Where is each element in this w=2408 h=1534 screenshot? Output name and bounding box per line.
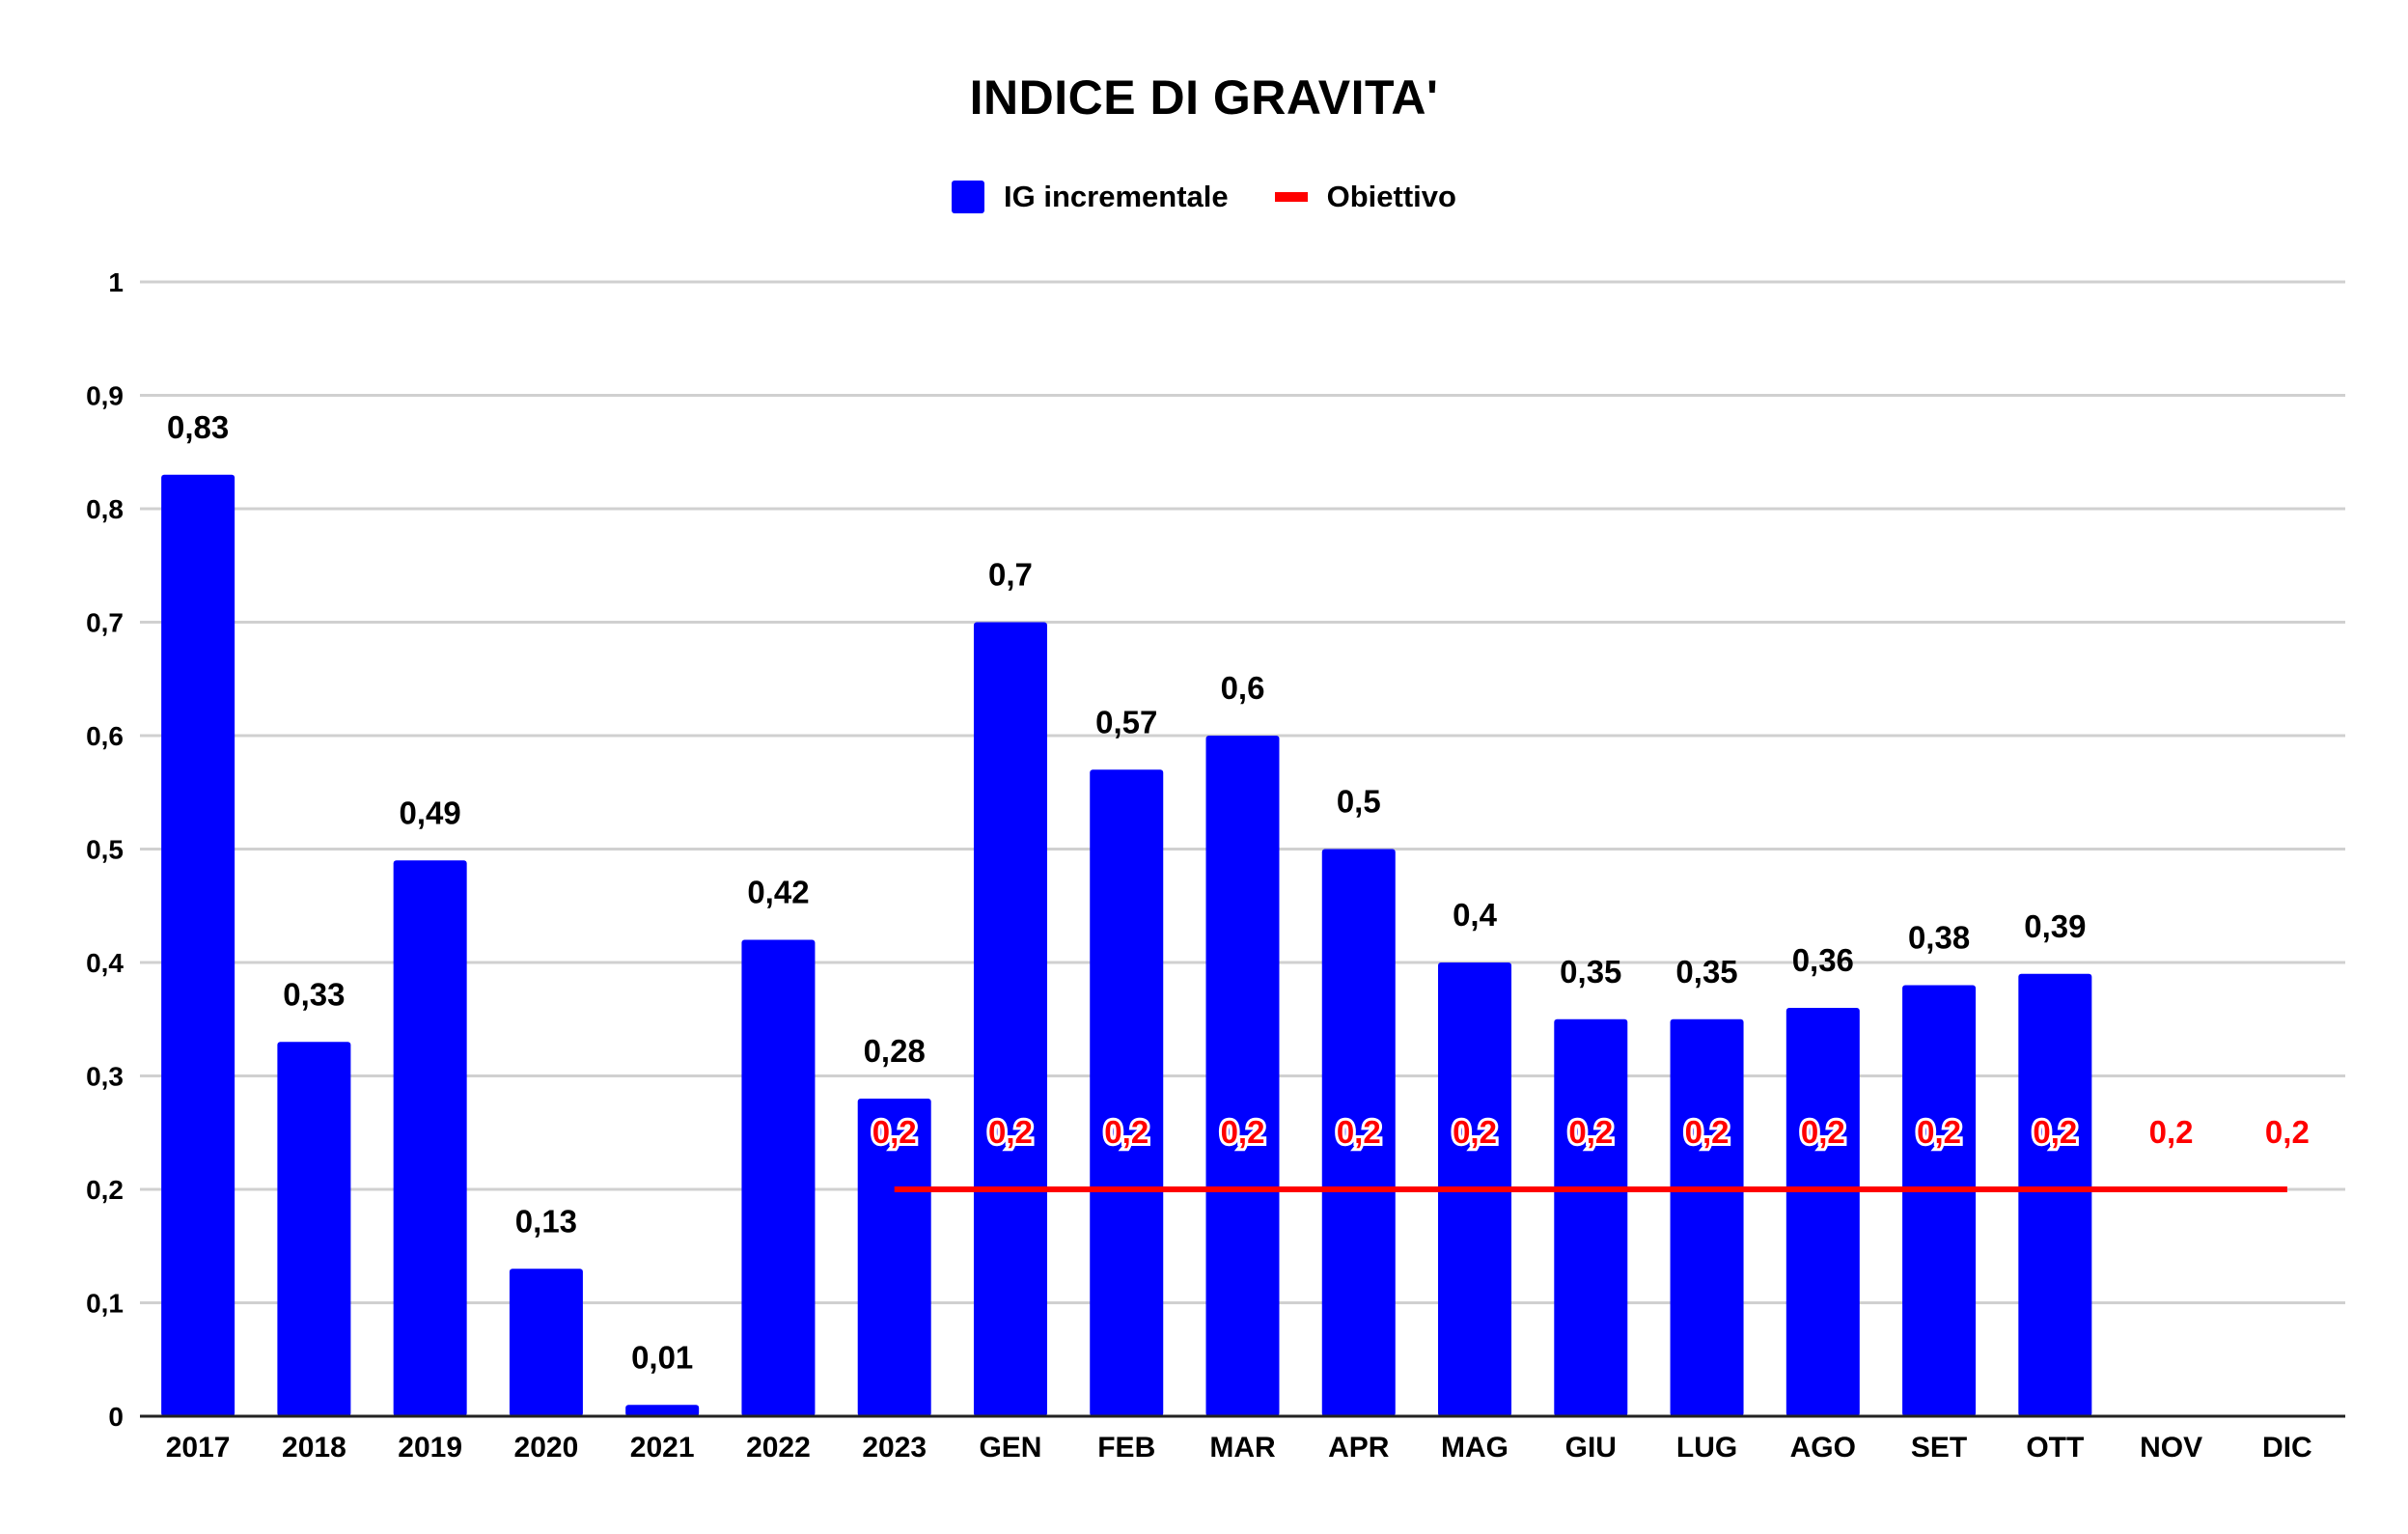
target-value-label: 0,2 [872, 1114, 917, 1150]
target-value-label: 0,2 [2033, 1114, 2077, 1150]
x-tick-label: GIU [1565, 1432, 1617, 1464]
legend-label-bars: IG incrementale [1004, 180, 1229, 213]
bar[interactable] [1321, 849, 1396, 1417]
target-value-label: 0,2 [1568, 1114, 1613, 1150]
y-tick-label: 0,6 [86, 721, 124, 751]
target-value-label: 0,2 [1801, 1114, 1845, 1150]
bar-value-label: 0,39 [2024, 908, 2086, 944]
y-tick-label: 0,9 [86, 381, 124, 411]
y-tick-label: 0,1 [86, 1289, 124, 1319]
x-tick-label: MAR [1209, 1432, 1276, 1464]
bar[interactable] [1902, 985, 1977, 1417]
legend-label-target: Obiettivo [1326, 180, 1456, 213]
target-value-label: 0,2 [1685, 1114, 1730, 1150]
bar[interactable] [1205, 736, 1280, 1416]
bar[interactable] [973, 622, 1047, 1417]
bar-value-label: 0,42 [747, 875, 809, 910]
target-value-label: 0,2 [1104, 1114, 1149, 1150]
chart-title: INDICE DI GRAVITA' [969, 70, 1439, 125]
bar[interactable] [161, 474, 235, 1416]
bar-value-label: 0,36 [1792, 942, 1854, 978]
y-tick-label: 0,5 [86, 835, 124, 865]
bar-value-label: 0,35 [1675, 954, 1737, 990]
bar-value-label: 0,49 [400, 795, 461, 830]
target-value-label: 0,2 [1337, 1114, 1381, 1150]
y-tick-label: 0,7 [86, 608, 124, 638]
x-tick-label: FEB [1097, 1432, 1155, 1464]
target-value-label: 0,2 [1917, 1114, 1961, 1150]
x-tick-label: 2023 [862, 1432, 927, 1464]
target-value-label: 0,2 [1453, 1114, 1497, 1150]
bar[interactable] [1554, 1018, 1628, 1416]
bar-value-label: 0,33 [283, 976, 345, 1012]
bar-value-label: 0,57 [1095, 704, 1157, 739]
x-tick-label: 2019 [398, 1432, 462, 1464]
bar-value-label: 0,38 [1908, 920, 1970, 956]
legend-line-swatch [1274, 192, 1308, 202]
bar-value-label: 0,35 [1560, 954, 1621, 990]
bar-value-label: 0,28 [864, 1033, 926, 1069]
bar-value-label: 0,13 [515, 1203, 577, 1239]
bar[interactable] [857, 1099, 931, 1416]
bar[interactable] [2018, 973, 2092, 1416]
y-tick-label: 1 [108, 267, 124, 297]
y-tick-label: 0 [108, 1402, 124, 1432]
x-tick-label: 2017 [166, 1432, 231, 1464]
data-labels: 0,83 0,33 0,49 0,13 0,01 0,42 0,28 0,7 0,57 0,6 0,… [167, 409, 2312, 1376]
x-tick-label: APR [1328, 1432, 1390, 1464]
bar-value-label: 0,83 [167, 409, 229, 445]
x-tick-label: LUG [1676, 1432, 1737, 1464]
bar-value-label: 0,4 [1453, 897, 1498, 933]
bar[interactable] [1670, 1018, 1744, 1416]
x-tick-label: 2018 [282, 1432, 346, 1464]
target-value-label: 0,2 [2149, 1114, 2194, 1150]
bar[interactable] [1785, 1008, 1860, 1416]
bar-value-label: 0,7 [988, 557, 1033, 593]
x-tick-label: OTT [2026, 1432, 2084, 1464]
x-tick-label: GEN [979, 1432, 1041, 1464]
bar[interactable] [1090, 769, 1164, 1416]
target-value-label: 0,2 [1221, 1114, 1265, 1150]
x-tick-label: 2020 [514, 1432, 579, 1464]
x-tick-label: DIC [2262, 1432, 2312, 1464]
x-tick-label: MAG [1441, 1432, 1508, 1464]
target-value-label: 0,2 [2265, 1114, 2310, 1150]
y-tick-label: 0,4 [86, 948, 124, 978]
bar[interactable] [277, 1042, 351, 1416]
y-tick-label: 0,2 [86, 1175, 124, 1205]
bar-value-label: 0,6 [1221, 670, 1265, 706]
x-tick-label: AGO [1790, 1432, 1856, 1464]
x-tick-label: NOV [2140, 1432, 2202, 1464]
bar-value-label: 0,01 [631, 1339, 693, 1375]
x-tick-label: SET [1911, 1432, 1967, 1464]
target-value-label: 0,2 [988, 1114, 1033, 1150]
legend: IG incrementale Obiettivo [0, 180, 2408, 214]
x-tick-label: 2022 [746, 1432, 811, 1464]
legend-item-bars[interactable]: IG incrementale [952, 180, 1229, 214]
legend-bar-swatch [952, 181, 985, 213]
y-tick-label: 0,8 [86, 494, 124, 524]
y-tick-label: 0,3 [86, 1062, 124, 1092]
bar[interactable] [625, 1405, 700, 1416]
bar[interactable] [509, 1269, 583, 1416]
bar[interactable] [393, 860, 467, 1416]
bar-value-label: 0,5 [1337, 784, 1381, 820]
bar[interactable] [741, 939, 816, 1417]
x-tick-label: 2021 [630, 1432, 695, 1464]
legend-item-target[interactable]: Obiettivo [1274, 180, 1456, 214]
axes: 0 0,1 0,2 0,3 0,4 0,5 0,6 0,7 0,8 0,9 1 2017 2018 201… [86, 267, 2345, 1464]
